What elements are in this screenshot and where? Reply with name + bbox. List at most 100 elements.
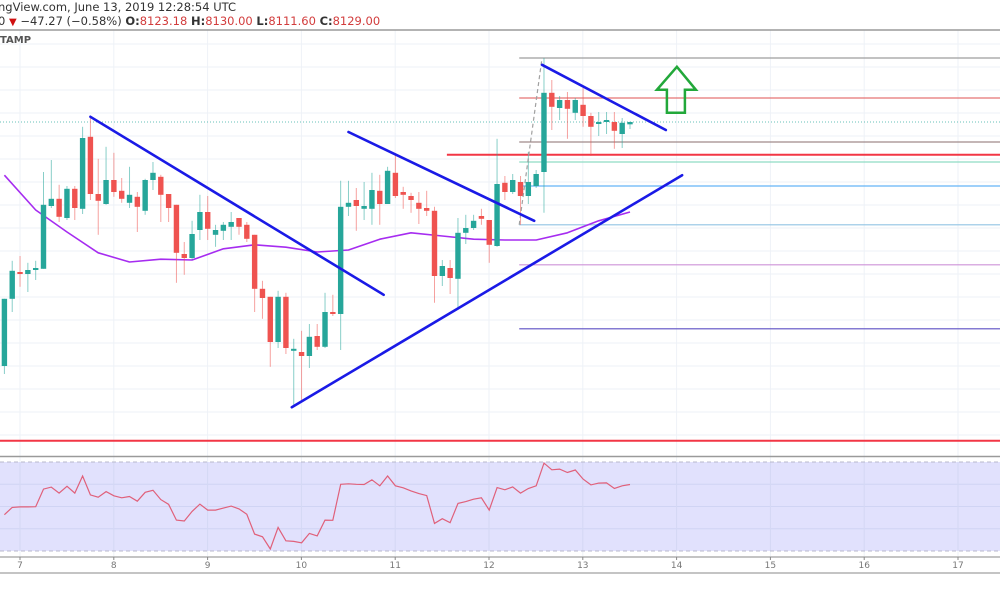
candle-down bbox=[251, 234, 258, 289]
candle-down bbox=[267, 296, 273, 342]
candle-up bbox=[619, 122, 625, 134]
candle-down bbox=[134, 196, 141, 207]
candle-down bbox=[486, 220, 492, 245]
rsi-pane bbox=[0, 455, 1000, 552]
candle-down bbox=[408, 196, 414, 200]
candle-up bbox=[463, 228, 469, 233]
candle-down bbox=[478, 216, 485, 219]
trend-line bbox=[540, 63, 668, 132]
time-axis-label: 12 bbox=[483, 561, 494, 571]
moving-average-line bbox=[3, 174, 631, 263]
candle-up bbox=[306, 336, 313, 356]
candle-down bbox=[119, 190, 125, 199]
candle-up bbox=[142, 180, 148, 211]
candle-down bbox=[416, 202, 422, 209]
candle-up bbox=[603, 120, 610, 122]
candle-down bbox=[165, 194, 172, 208]
candle-up bbox=[48, 198, 55, 206]
candle-down bbox=[298, 352, 305, 356]
exchange-label: TAMP bbox=[0, 35, 32, 46]
candle-up bbox=[533, 174, 539, 186]
candle-up bbox=[212, 230, 219, 235]
candle-up bbox=[572, 100, 578, 113]
candle-down bbox=[72, 188, 78, 208]
candle-up bbox=[189, 234, 195, 258]
candle-down bbox=[330, 312, 336, 314]
drawings bbox=[89, 57, 699, 409]
candle-down bbox=[283, 296, 289, 348]
time-axis-label: 7 bbox=[17, 561, 23, 571]
trend-line bbox=[347, 130, 536, 223]
time-axis-label: 17 bbox=[952, 561, 963, 571]
candle-down bbox=[564, 100, 571, 109]
candle-up bbox=[32, 268, 39, 270]
candle-down bbox=[377, 190, 383, 204]
candle-up bbox=[439, 266, 446, 276]
candle-up bbox=[494, 184, 500, 246]
chart-source-timestamp: ngView.com, June 13, 2019 12:28:54 UTC bbox=[0, 0, 237, 14]
candle-down bbox=[236, 218, 242, 227]
candle-down bbox=[56, 198, 62, 217]
candle-up bbox=[275, 296, 281, 342]
candle-down bbox=[205, 212, 211, 229]
candle-up bbox=[291, 348, 297, 351]
time-axis-label: 15 bbox=[765, 561, 776, 571]
candle-up bbox=[64, 188, 70, 218]
price-change-ohlc-line: 0 ▼ −47.27 (−0.58%) O:8123.18 H:8130.00 … bbox=[0, 14, 380, 28]
candle-down bbox=[353, 200, 359, 206]
trend-line bbox=[89, 115, 385, 297]
ohlc-high: H:8130.00 bbox=[190, 14, 253, 28]
candle-down bbox=[502, 182, 508, 192]
time-axis-label: 11 bbox=[389, 561, 400, 571]
candle-up bbox=[384, 170, 391, 204]
time-axis-label: 16 bbox=[858, 561, 870, 571]
candle-up bbox=[345, 202, 352, 207]
candle-down bbox=[588, 116, 594, 127]
candle-up bbox=[455, 232, 461, 279]
candle-down bbox=[611, 122, 618, 131]
candle-up bbox=[627, 122, 633, 125]
candle-up bbox=[79, 138, 86, 209]
candle-up bbox=[197, 212, 203, 230]
time-axis-label: 9 bbox=[205, 561, 211, 571]
candle-down bbox=[173, 204, 180, 253]
up-arrow-icon bbox=[654, 64, 699, 115]
candle-up bbox=[525, 182, 532, 196]
candle-down bbox=[549, 92, 555, 107]
candle-up bbox=[126, 194, 133, 203]
candle-down bbox=[158, 176, 164, 195]
candle-up bbox=[150, 172, 156, 180]
moving-average bbox=[3, 174, 631, 263]
time-axis-label: 13 bbox=[577, 561, 588, 571]
candle-up bbox=[361, 206, 367, 209]
ohlc-open: O:8123.18 bbox=[125, 14, 188, 28]
candle-up bbox=[541, 92, 547, 172]
last-price-fragment: 0 bbox=[0, 14, 6, 28]
candle-up bbox=[1, 298, 8, 366]
candle-up bbox=[596, 122, 602, 124]
candle-up bbox=[220, 224, 227, 231]
candle-down bbox=[95, 194, 101, 201]
candle-down bbox=[423, 208, 430, 211]
candle-down bbox=[431, 210, 438, 276]
candle-up bbox=[556, 100, 563, 108]
candle-up bbox=[369, 190, 375, 209]
time-axis-label: 14 bbox=[671, 561, 683, 571]
candle-down bbox=[111, 180, 117, 192]
candle-up bbox=[40, 204, 47, 269]
candles bbox=[1, 58, 633, 407]
candle-down bbox=[87, 136, 94, 194]
price-change: −47.27 (−0.58%) bbox=[20, 14, 122, 28]
candle-up bbox=[9, 270, 15, 299]
candle-down bbox=[314, 336, 320, 347]
candle-down bbox=[447, 268, 453, 278]
rsi-line bbox=[3, 462, 631, 551]
candle-up bbox=[25, 270, 31, 274]
candle-up bbox=[103, 180, 109, 204]
dashed-projection-line bbox=[518, 57, 543, 225]
candle-down bbox=[392, 172, 399, 196]
candle-up bbox=[228, 222, 234, 227]
ohlc-close: C:8129.00 bbox=[319, 14, 381, 28]
candle-up bbox=[337, 206, 344, 314]
